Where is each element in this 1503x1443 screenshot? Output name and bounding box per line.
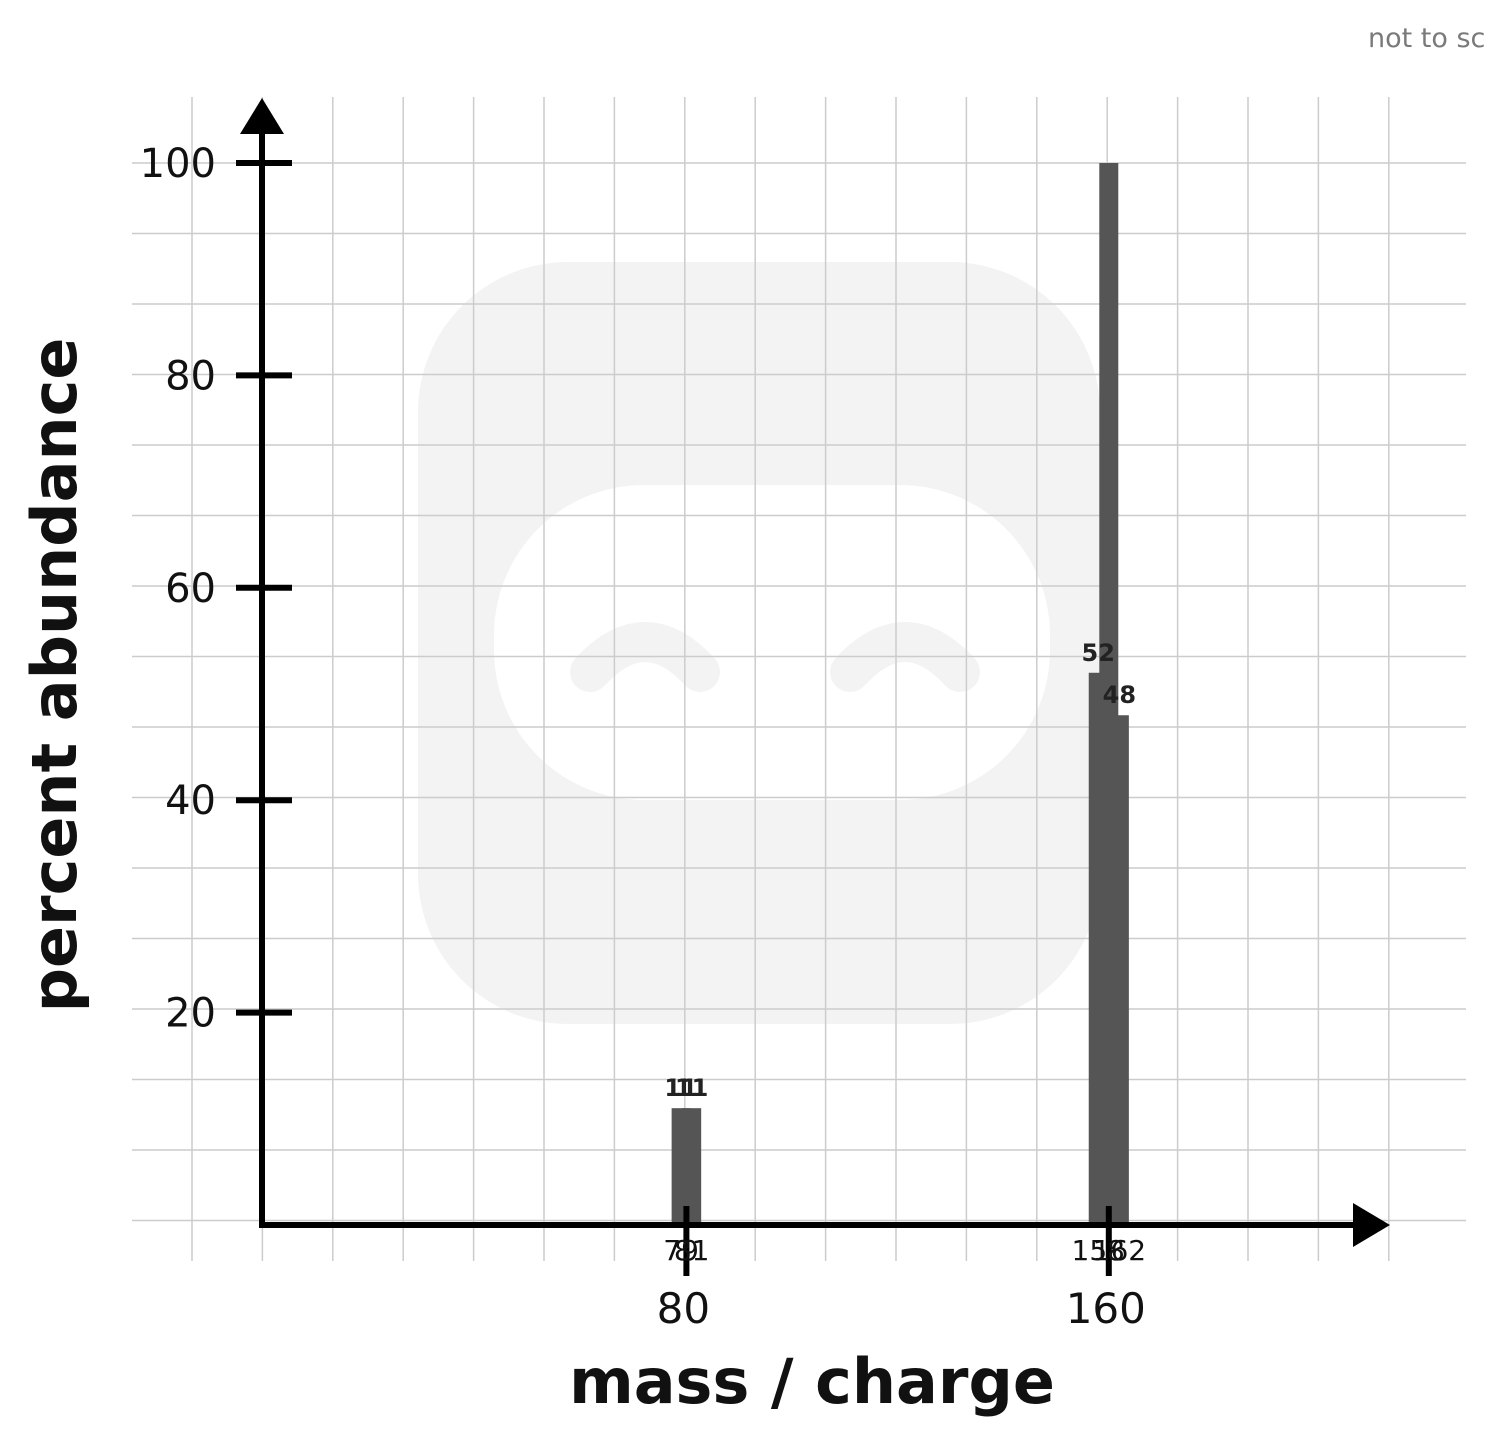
x-minor-tick-label: 162 [1093,1234,1146,1267]
watermark-right-eye [830,622,980,692]
watermark [418,262,1100,1024]
watermark-face [494,485,1050,800]
y-axis-title: percent abundance [18,338,91,1013]
y-tick-label: 80 [165,353,216,399]
axes [240,98,1390,1247]
bar-mz-81 [682,1108,702,1225]
x-axis-arrow-icon [1353,1203,1390,1247]
x-major-tick-label: 80 [657,1284,710,1333]
bar-mz-162 [1109,715,1129,1225]
bar-value-label: 11 [675,1074,708,1102]
y-axis-arrow-icon [240,98,284,134]
ticks [236,160,1112,1276]
y-tick-label: 20 [165,991,216,1037]
x-minor-tick-label: 81 [674,1234,710,1267]
bar-value-label: 52 [1082,639,1115,667]
bar-value-label: 11 [664,1074,697,1102]
watermark-left-eye [570,622,720,692]
y-tick-label: 100 [140,141,216,187]
x-minor-tick-label: 158 [1072,1234,1125,1267]
x-minor-tick-label: 79 [663,1234,699,1267]
y-tick-label: 60 [165,566,216,612]
note-text: not to sc [1368,23,1485,54]
bars [671,163,1129,1225]
x-axis-title: mass / charge [569,1345,1055,1418]
labels: 11 79 11 81 52 158 48 162 20 40 60 80 100 80 160 [140,141,1146,1333]
bar-value-label: 48 [1103,681,1136,709]
x-major-tick-label: 160 [1066,1284,1146,1333]
y-tick-label: 40 [165,778,216,824]
grid [132,97,1466,1261]
